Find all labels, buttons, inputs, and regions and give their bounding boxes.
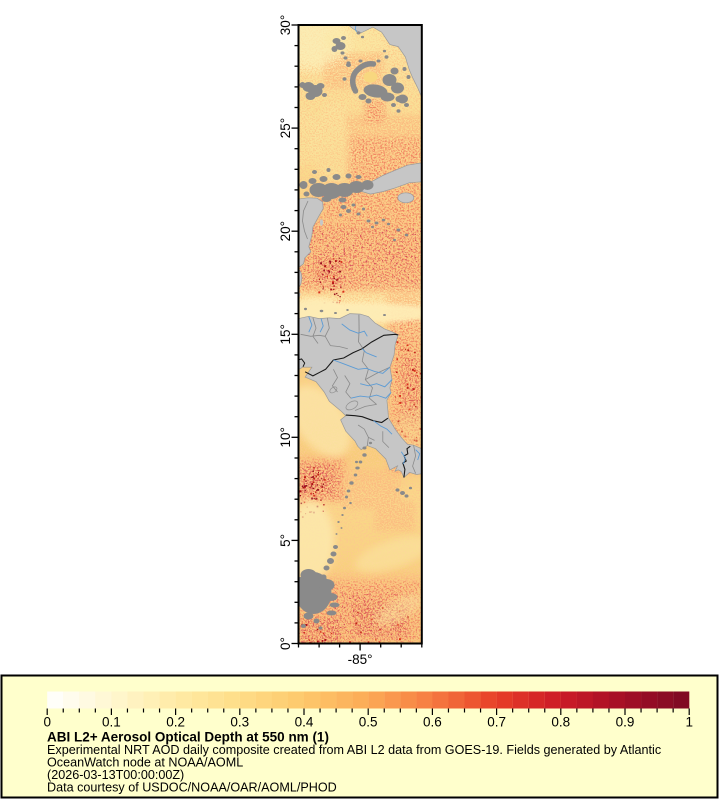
svg-text:0°: 0° (278, 637, 293, 650)
svg-text:0.4: 0.4 (295, 715, 314, 730)
svg-text:20°: 20° (278, 221, 293, 241)
svg-text:0.9: 0.9 (616, 715, 635, 730)
svg-text:10°: 10° (278, 427, 293, 447)
svg-text:(2026-03-13T00:00:00Z): (2026-03-13T00:00:00Z) (47, 768, 184, 782)
svg-text:OceanWatch node at NOAA/AOML: OceanWatch node at NOAA/AOML (47, 756, 243, 770)
svg-text:ABI L2+ Aerosol Optical Depth: ABI L2+ Aerosol Optical Depth at 550 nm … (47, 730, 329, 745)
svg-text:0.6: 0.6 (423, 715, 442, 730)
svg-text:0.1: 0.1 (102, 715, 121, 730)
svg-text:0.2: 0.2 (166, 715, 185, 730)
svg-text:Experimental NRT AOD daily com: Experimental NRT AOD daily composite cre… (47, 743, 661, 757)
svg-text:0.7: 0.7 (487, 715, 506, 730)
svg-text:-85°: -85° (348, 652, 373, 667)
svg-text:Data courtesy of USDOC/NOAA/OA: Data courtesy of USDOC/NOAA/OAR/AOML/PHO… (47, 781, 337, 795)
svg-text:1: 1 (685, 715, 693, 730)
svg-text:0.5: 0.5 (359, 715, 378, 730)
svg-text:0.3: 0.3 (230, 715, 249, 730)
svg-text:5°: 5° (278, 534, 293, 547)
svg-text:30°: 30° (278, 15, 293, 35)
svg-text:0.8: 0.8 (551, 715, 570, 730)
svg-text:0: 0 (43, 715, 51, 730)
svg-text:25°: 25° (278, 118, 293, 138)
svg-text:15°: 15° (278, 324, 293, 344)
